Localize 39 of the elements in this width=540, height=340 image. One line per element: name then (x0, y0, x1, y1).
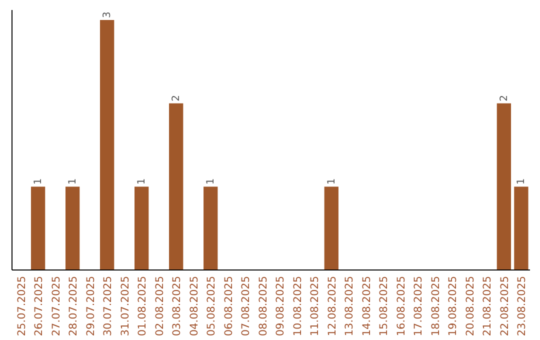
data-label: 1 (206, 178, 217, 185)
x-tick-label: 25.07.2025 (16, 276, 28, 336)
data-label: 1 (136, 178, 148, 185)
x-tick-label: 15.08.2025 (378, 276, 390, 336)
x-tick-label: 22.08.2025 (498, 276, 511, 336)
x-tick-label: 20.08.2025 (464, 276, 476, 336)
x-tick-label: 03.08.2025 (171, 276, 184, 336)
data-label: 1 (326, 178, 338, 185)
x-tick-label: 09.08.2025 (274, 276, 287, 336)
x-tick-label: 30.07.2025 (102, 276, 114, 336)
x-tick-label: 17.08.2025 (412, 276, 425, 336)
data-label: 1 (68, 178, 79, 185)
x-tick-label: 08.08.2025 (257, 276, 270, 336)
x-tick-label: 26.07.2025 (33, 276, 46, 336)
x-tick-label: 07.08.2025 (240, 276, 252, 336)
x-tick-label: 18.08.2025 (430, 276, 442, 336)
x-tick-label: 16.08.2025 (395, 276, 408, 336)
x-tick-label: 29.07.2025 (84, 276, 97, 336)
x-tick-label: 19.08.2025 (447, 276, 460, 336)
x-tick-label: 21.08.2025 (482, 276, 494, 336)
x-tick-label: 11.08.2025 (309, 276, 322, 336)
x-tick-label: 14.08.2025 (360, 276, 373, 336)
x-tick-label: 28.07.2025 (68, 276, 80, 336)
data-label: 3 (102, 12, 114, 18)
x-tick-label: 27.07.2025 (50, 276, 62, 336)
data-label: 1 (33, 178, 44, 185)
data-label: 2 (171, 94, 182, 102)
x-tick-label: 02.08.2025 (154, 276, 166, 336)
x-tick-label: 05.08.2025 (206, 276, 218, 336)
x-tick-label: 04.08.2025 (188, 276, 200, 336)
x-tick-label: 23.08.2025 (516, 276, 528, 336)
data-label: 2 (498, 94, 510, 102)
x-tick-label: 10.08.2025 (292, 276, 304, 336)
x-tick-label: 31.07.2025 (119, 276, 132, 336)
x-tick-label: 12.08.2025 (326, 276, 338, 336)
x-tick-label: 13.08.2025 (344, 276, 356, 336)
x-tick-label: 01.08.2025 (136, 276, 149, 336)
x-tick-label: 06.08.2025 (222, 276, 235, 336)
data-label: 1 (516, 178, 528, 185)
